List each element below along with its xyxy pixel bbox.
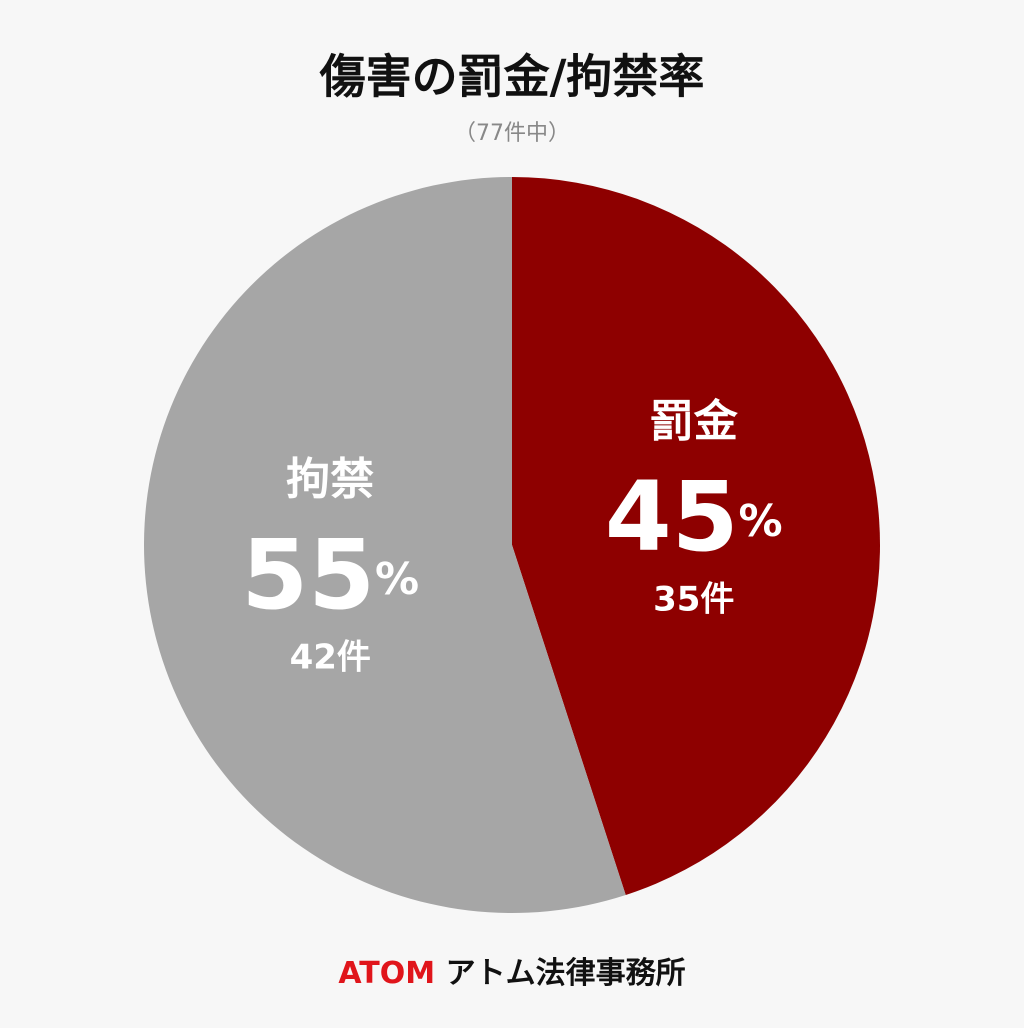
chart-title: 傷害の罰金/拘禁率 bbox=[319, 50, 705, 104]
footer: ATOM アトム法律事務所 bbox=[338, 956, 685, 991]
slice-label: 罰金 bbox=[650, 396, 739, 447]
pie-slice bbox=[143, 177, 626, 913]
chart-subtitle: （77件中） bbox=[454, 121, 570, 146]
count-label: 42件 bbox=[290, 637, 371, 677]
value-label: 45% bbox=[605, 462, 783, 574]
value-label: 55% bbox=[241, 519, 419, 631]
count-label: 35件 bbox=[653, 580, 734, 620]
slice-label: 拘禁 bbox=[286, 454, 374, 505]
footer-name: アトム法律事務所 bbox=[446, 956, 686, 991]
pie-slice bbox=[512, 177, 880, 895]
pie: 罰金 45% 35件 拘禁 55% 42件 bbox=[143, 177, 880, 913]
footer-logo: ATOM bbox=[338, 956, 435, 991]
